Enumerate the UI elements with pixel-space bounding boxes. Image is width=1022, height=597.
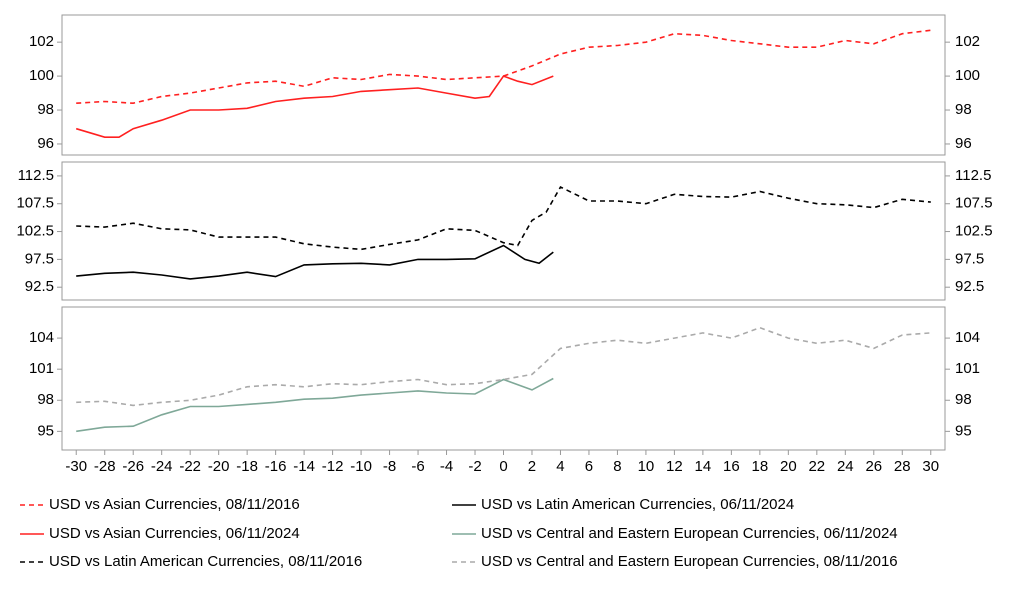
x-tick-label: 12 xyxy=(666,458,683,475)
y-tick-label: 101 xyxy=(29,360,54,377)
y2-tick-label: 102 xyxy=(955,33,980,50)
series-line xyxy=(76,244,554,280)
x-tick-label: -18 xyxy=(236,458,258,475)
y2-tick-label: 97.5 xyxy=(955,250,984,267)
series-line xyxy=(75,75,554,138)
y2-tick-label: 102.5 xyxy=(955,223,993,240)
x-tick-label: -20 xyxy=(208,458,230,475)
x-tick-label: 22 xyxy=(808,458,825,475)
x-tick-label: -14 xyxy=(293,458,315,475)
y2-tick-label: 112.5 xyxy=(955,167,991,184)
y2-tick-label: 96 xyxy=(955,135,972,152)
y2-tick-label: 107.5 xyxy=(955,195,993,212)
series-line xyxy=(76,377,554,433)
x-tick-label: -2 xyxy=(468,458,481,475)
y-tick-label: 100 xyxy=(29,67,54,84)
y2-tick-label: 95 xyxy=(955,422,972,439)
legend-label: USD vs Asian Currencies, 06/11/2024 xyxy=(49,525,300,542)
y-tick-label: 104 xyxy=(29,329,54,346)
y-tick-label: 102.5 xyxy=(16,223,54,240)
y-tick-label: 95 xyxy=(37,422,54,439)
y2-tick-label: 104 xyxy=(955,329,980,346)
y2-tick-label: 98 xyxy=(955,391,972,408)
x-tick-label: 4 xyxy=(556,458,564,475)
y-tick-label: 112.5 xyxy=(18,167,54,184)
y2-tick-label: 92.5 xyxy=(955,278,984,295)
legend-label: USD vs Latin American Currencies, 06/11/… xyxy=(481,496,794,513)
x-tick-label: -22 xyxy=(179,458,201,475)
series-line xyxy=(76,185,931,251)
x-tick-label: -6 xyxy=(411,458,424,475)
x-tick-label: 6 xyxy=(585,458,593,475)
x-tick-label: -16 xyxy=(265,458,287,475)
legend-label: USD vs Central and Eastern European Curr… xyxy=(481,553,898,570)
x-tick-label: 24 xyxy=(837,458,854,475)
x-tick-label: -26 xyxy=(122,458,144,475)
x-tick-label: 18 xyxy=(752,458,769,475)
series-line xyxy=(76,326,931,407)
x-tick-label: 26 xyxy=(865,458,882,475)
legend-label: USD vs Latin American Currencies, 08/11/… xyxy=(49,553,362,570)
legend-label: USD vs Central and Eastern European Curr… xyxy=(481,525,898,542)
panel-frame xyxy=(61,14,946,156)
x-tick-label: 28 xyxy=(894,458,911,475)
y-tick-label: 107.5 xyxy=(16,195,54,212)
y2-tick-label: 98 xyxy=(955,101,972,118)
x-tick-label: -30 xyxy=(65,458,87,475)
x-tick-label: 0 xyxy=(499,458,507,475)
x-tick-label: 20 xyxy=(780,458,797,475)
legend-label: USD vs Asian Currencies, 08/11/2016 xyxy=(49,496,300,513)
x-tick-label: -10 xyxy=(350,458,372,475)
x-tick-label: 2 xyxy=(528,458,536,475)
panel-frame xyxy=(61,306,946,451)
x-tick-label: -8 xyxy=(383,458,396,475)
x-tick-label: -4 xyxy=(440,458,453,475)
y2-tick-label: 100 xyxy=(955,67,980,84)
y-tick-label: 98 xyxy=(37,101,54,118)
y2-tick-label: 101 xyxy=(955,360,980,377)
y-tick-label: 92.5 xyxy=(25,278,54,295)
y-tick-label: 96 xyxy=(37,135,54,152)
y-tick-label: 102 xyxy=(29,33,54,50)
x-tick-label: 16 xyxy=(723,458,740,475)
x-tick-label: 10 xyxy=(638,458,655,475)
x-tick-label: 8 xyxy=(613,458,621,475)
x-tick-label: 14 xyxy=(695,458,712,475)
x-tick-label: -24 xyxy=(151,458,173,475)
y-tick-label: 98 xyxy=(37,391,54,408)
x-tick-label: -28 xyxy=(94,458,116,475)
x-tick-label: 30 xyxy=(922,458,939,475)
panel-frame xyxy=(61,161,946,301)
series-line xyxy=(76,29,931,105)
y-tick-label: 97.5 xyxy=(25,250,54,267)
x-tick-label: -12 xyxy=(322,458,344,475)
